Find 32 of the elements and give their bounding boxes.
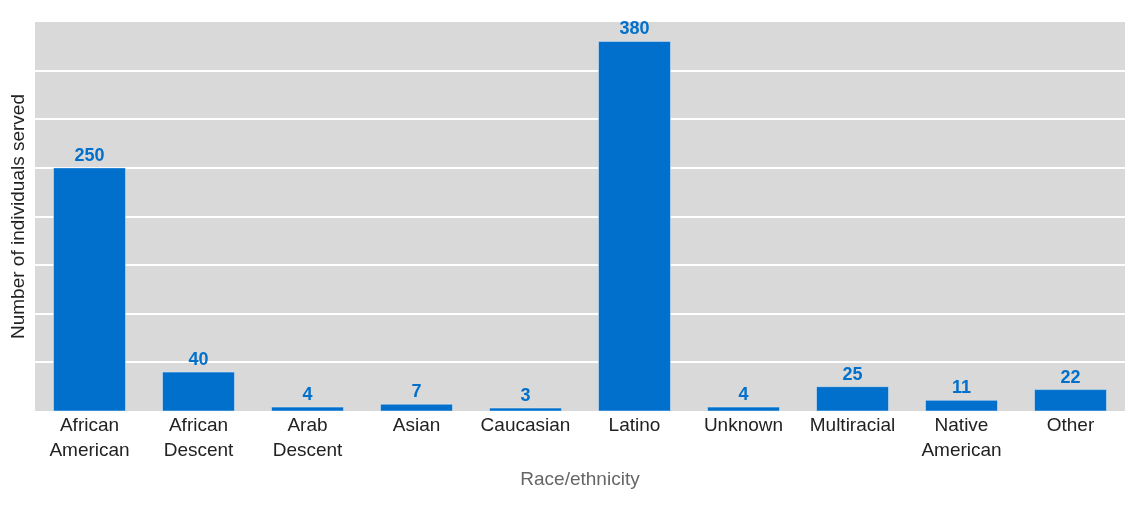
- bar: [598, 41, 671, 411]
- x-tick-label: Caucasian: [480, 414, 571, 435]
- x-tick-label: African Descent: [163, 414, 235, 460]
- data-label: 3: [520, 385, 531, 406]
- data-label: 380: [619, 18, 650, 39]
- bar: [162, 371, 235, 411]
- x-tick-label: Asian: [392, 414, 441, 435]
- data-label: 250: [74, 144, 105, 165]
- bar: [1034, 389, 1107, 411]
- data-label: 11: [951, 377, 972, 398]
- data-label: 22: [1060, 366, 1081, 387]
- bar: [925, 400, 998, 411]
- x-tick-label: Arab Descent: [272, 414, 344, 460]
- bar: [489, 407, 562, 411]
- bar: [816, 386, 889, 411]
- bar: [380, 403, 453, 411]
- data-label: 4: [302, 384, 313, 405]
- x-tick-label: Other: [1046, 414, 1095, 435]
- x-tick-label: African American: [49, 414, 130, 460]
- x-tick-label: Unknown: [703, 414, 784, 435]
- x-axis-title: Race/ethnicity: [520, 467, 641, 489]
- x-tick-label: Native American: [921, 414, 1002, 460]
- x-tick-label: Multiracial: [809, 414, 896, 435]
- data-label: 25: [842, 363, 863, 384]
- y-axis-title: Number of individuals served: [6, 93, 28, 340]
- x-tick-label: Latino: [608, 414, 661, 435]
- data-label: 4: [738, 384, 749, 405]
- bar: [271, 406, 344, 411]
- bar: [53, 167, 126, 411]
- data-label: 7: [411, 381, 422, 402]
- data-label: 40: [188, 349, 209, 370]
- bar: [707, 406, 780, 411]
